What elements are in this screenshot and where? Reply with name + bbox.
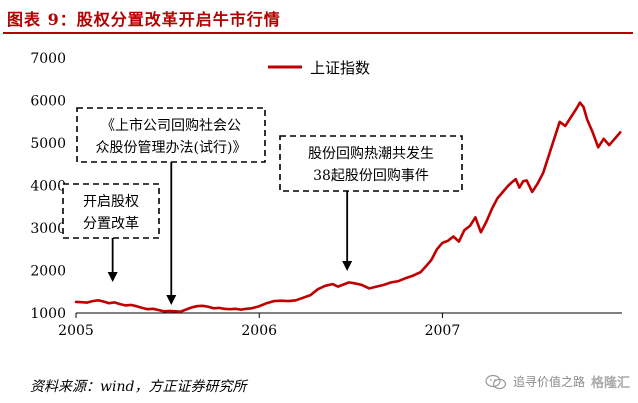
x-tick-label: 2007 [425, 323, 461, 339]
annotation-arrow-head [342, 261, 353, 271]
x-tick-label: 2005 [58, 323, 94, 339]
series-layer [74, 101, 622, 314]
line-chart: 1000 2000 3000 4000 5000 6000 7000 2005 2006 2007… [30, 51, 622, 339]
annotation-text: 股份回购热潮共发生 [308, 146, 434, 162]
annotation-text: 分置改革 [83, 216, 139, 232]
chart-axes: 1000 2000 3000 4000 5000 6000 7000 2005 2006 2007 [30, 51, 622, 339]
figure-title-bar: 图表 9：股权分置改革开启牛市行情 [3, 2, 633, 34]
y-tick-label: 7000 [30, 51, 66, 67]
y-tick-label: 6000 [30, 94, 66, 110]
y-tick-label: 1000 [30, 306, 66, 322]
source-note: 资料来源：wind，方正证券研究所 [30, 379, 247, 395]
figure-title: 图表 9：股权分置改革开启牛市行情 [7, 10, 281, 29]
y-tick-label: 2000 [30, 264, 66, 280]
annotation-box [279, 135, 463, 192]
y-tick-label: 5000 [30, 136, 66, 152]
annotation-box [62, 183, 160, 239]
series-line-shanghai-index [74, 101, 622, 314]
y-tick-label: 4000 [30, 179, 66, 195]
annotation-text: 38起股份回购事件 [313, 168, 429, 184]
watermark: 追寻价值之路 格隆汇 [485, 372, 630, 391]
annotation-arrow-head [107, 272, 118, 282]
x-tick-label: 2006 [241, 323, 277, 339]
wechat-icon [485, 374, 507, 389]
annotation-text: 《上市公司回购社会公 [101, 117, 241, 134]
annotation-text: 众股份管理办法(试行)》 [96, 140, 247, 156]
legend-label: 上证指数 [310, 59, 370, 77]
annotation-text: 开启股权 [83, 194, 139, 210]
annotation-box [76, 107, 266, 163]
y-tick-label: 3000 [30, 221, 66, 237]
watermark-account: 追寻价值之路 [512, 375, 585, 389]
watermark-logo: 格隆汇 [590, 376, 630, 391]
annotation-buyback-events: 股份回购热潮共发生 38起股份回购事件 [279, 135, 463, 271]
annotation-arrow-head [166, 295, 177, 305]
legend: 上证指数 [268, 59, 370, 77]
